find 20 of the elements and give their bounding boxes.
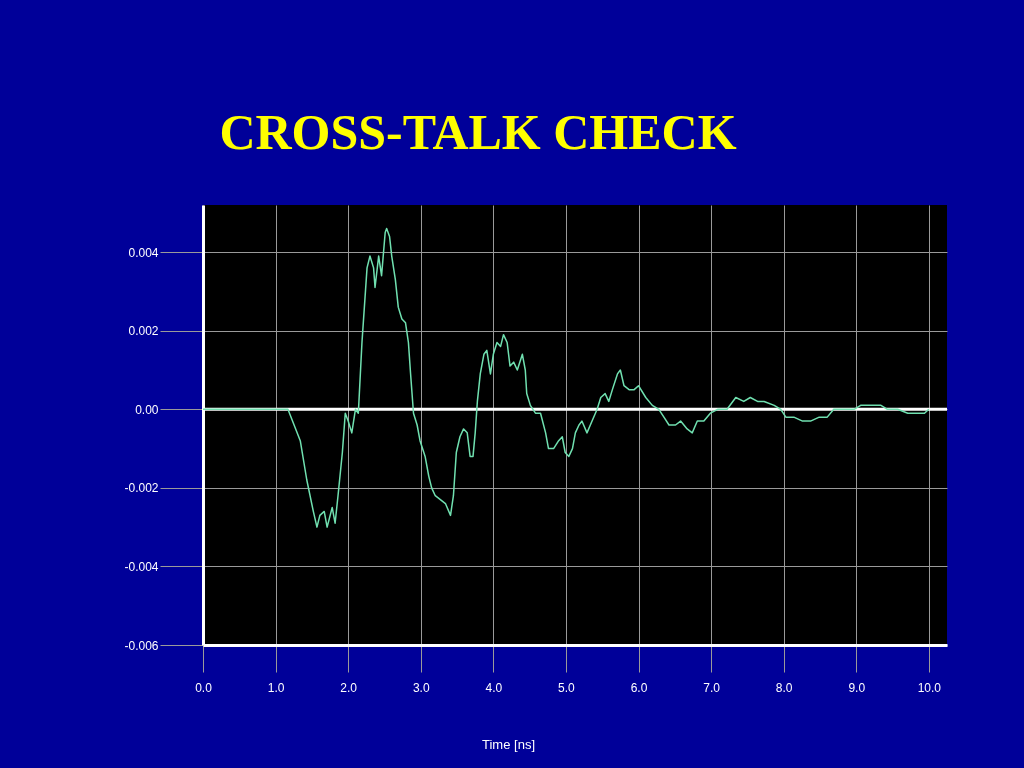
x-tick-label: 6.0: [630, 680, 648, 695]
x-tick-label: 3.0: [412, 680, 430, 695]
x-tick-label: 2.0: [340, 680, 358, 695]
x-tick-label: 7.0: [703, 680, 721, 695]
y-tick-label: -0.004: [124, 559, 159, 574]
x-axis-title: Time [ns]: [482, 736, 535, 752]
x-tick-label: 4.0: [485, 680, 503, 695]
x-tick-label: 0.0: [195, 680, 213, 695]
y-tick-label: -0.002: [124, 481, 159, 496]
y-tick-label: 0.00: [135, 402, 159, 417]
line-series: [203, 227, 930, 528]
x-tick-label: 5.0: [558, 680, 576, 695]
x-tick-label: 9.0: [848, 680, 866, 695]
x-tick-label: 1.0: [267, 680, 285, 695]
y-tick-label: -0.006: [124, 638, 159, 653]
chart-title: CROSS-TALK CHECK: [219, 104, 737, 160]
x-tick-label: 8.0: [775, 680, 793, 695]
y-tick-label: 0.002: [128, 324, 159, 339]
x-tick-label: 10.0: [917, 680, 942, 695]
y-tick-label: 0.004: [128, 245, 159, 260]
